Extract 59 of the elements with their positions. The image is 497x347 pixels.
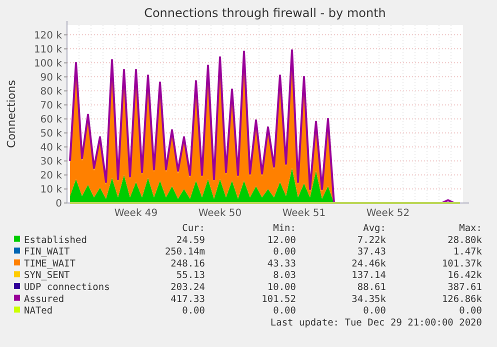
text: 0.00 [182, 306, 206, 317]
legend-label: Established [24, 234, 87, 246]
y-tick-label: 30 k [40, 156, 62, 168]
text: 28.80k [448, 234, 482, 246]
text: 1.47k [453, 246, 482, 258]
text: Max: [459, 223, 482, 234]
text: 250.14m [164, 246, 206, 258]
y-tick-label: 70 k [40, 100, 62, 112]
legend-label: NATed [24, 306, 53, 317]
text: 37.43 [357, 246, 386, 258]
y-tick-label: 0 [56, 198, 62, 210]
y-tick-label: 20 k [40, 170, 62, 182]
chart-title: Connections through firewall - by month [144, 6, 386, 20]
text: 7.22k [357, 234, 386, 246]
text: 16.42k [448, 270, 482, 282]
text: 101.52 [262, 294, 296, 305]
text: 417.33 [170, 294, 205, 305]
text: 0.00 [273, 306, 296, 317]
text: 387.61 [448, 282, 482, 293]
y-tick-label: 10 k [40, 184, 62, 196]
y-tick-label: 60 k [40, 114, 62, 126]
text: 126.86k [442, 294, 482, 305]
text: 0.00 [363, 306, 386, 317]
text: 34.35k [352, 294, 386, 305]
text: 0.00 [273, 246, 296, 258]
y-tick-label: 90 k [40, 72, 62, 84]
text: Last update: Tue Dec 29 21:00:00 2020 [270, 317, 482, 328]
text: 88.61 [357, 282, 386, 293]
y-tick-label: 110 k [34, 44, 62, 56]
text: 24.46k [352, 258, 386, 270]
legend-label: Assured [24, 294, 64, 305]
y-tick-label: 50 k [40, 128, 62, 140]
text: Cur: [182, 223, 205, 234]
legend-label: TIME_WAIT [24, 258, 76, 270]
text: 203.24 [170, 282, 206, 293]
text: 101.37k [442, 258, 482, 270]
legend-label: FIN_WAIT [24, 246, 70, 258]
text: Avg: [363, 223, 386, 234]
x-tick-label: Week 52 [366, 208, 410, 219]
legend-label: SYN_SENT [24, 270, 70, 282]
legend-label: UDP connections [24, 282, 110, 293]
x-tick-label: Week 51 [282, 208, 326, 219]
y-axis-title: Connections [5, 80, 18, 148]
text: 137.14 [352, 270, 386, 282]
text: 24.59 [176, 234, 206, 246]
text: 10.00 [267, 282, 296, 293]
text: 43.33 [267, 258, 296, 270]
text: Min: [273, 223, 296, 234]
y-tick-label: 40 k [40, 142, 62, 154]
x-tick-label: Week 50 [198, 208, 242, 219]
text: 248.16 [170, 258, 206, 270]
y-tick-label: 80 k [40, 86, 62, 98]
y-tick-label: 120 k [34, 30, 62, 42]
text: 0.00 [459, 306, 482, 317]
x-tick-label: Week 49 [114, 208, 158, 219]
text: 8.03 [273, 270, 296, 282]
text: 55.13 [176, 270, 205, 282]
text: 12.00 [267, 234, 296, 246]
y-tick-label: 100 k [34, 58, 62, 70]
